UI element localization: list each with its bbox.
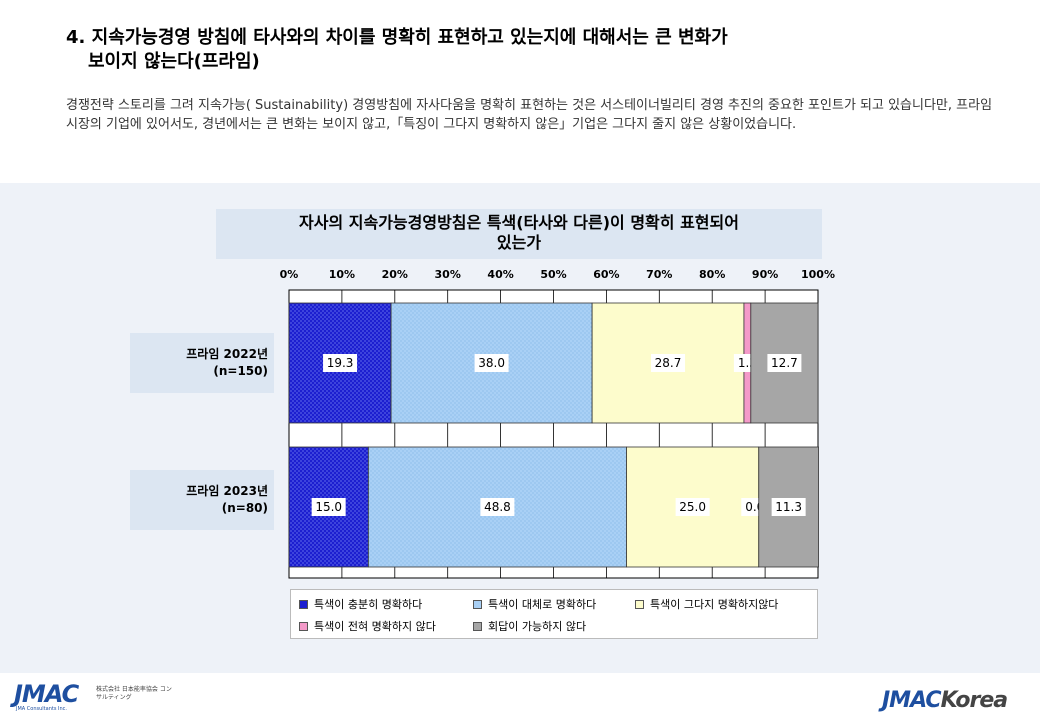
category-n: (n=150): [213, 364, 268, 378]
legend-label: 특색이 그다지 명확하지않다: [650, 598, 779, 611]
data-label: 28.7: [655, 356, 682, 370]
heading-line-1: 4. 지속가능경영 방침에 타사와의 차이를 명확히 표현하고 있는지에 대해서…: [66, 27, 728, 48]
x-tick-label: 30%: [435, 268, 461, 281]
legend-label: 회답이 가능하지 않다: [488, 620, 587, 633]
x-tick-label: 90%: [752, 268, 778, 281]
x-tick-label: 40%: [487, 268, 513, 281]
intro-paragraph: 경쟁전략 스토리를 그려 지속가능( Sustainability) 경영방침에…: [66, 98, 993, 132]
category-name: 프라임 2023년: [186, 484, 268, 498]
data-label: 38.0: [478, 356, 505, 370]
jmac-korea-logo-main: JMAC: [882, 688, 942, 713]
chart-legend: 특색이 충분히 명확하다 특색이 대체로 명확하다 특색이 그다지 명확하지않다…: [290, 589, 818, 639]
legend-item: 특색이 전혀 명확하지 않다: [299, 618, 436, 634]
x-tick-label: 0%: [280, 268, 299, 281]
heading-line-2: 보이지 않는다(프라임): [88, 51, 260, 72]
x-tick-label: 10%: [329, 268, 355, 281]
x-tick-label: 80%: [699, 268, 725, 281]
data-label-bg: [651, 354, 686, 372]
data-label: 11.3: [775, 500, 802, 514]
jmac-korea-logo-accent: Korea: [940, 688, 1009, 713]
legend-label: 특색이 대체로 명확하다: [488, 598, 597, 611]
legend-swatch: [635, 599, 644, 609]
legend-swatch: [473, 621, 482, 631]
jmac-korea-logo: JMACKorea: [882, 688, 1009, 713]
data-label-bg: [767, 354, 802, 372]
data-label-bg: [771, 498, 806, 516]
category-label-2023: 프라임 2023년 (n=80): [130, 470, 274, 530]
category-label-2022: 프라임 2022년 (n=150): [130, 333, 274, 393]
data-label-bg: [474, 354, 509, 372]
jmac-logo-mark: JMAC: [14, 680, 79, 708]
data-label: 12.7: [771, 356, 798, 370]
data-label: 19.3: [327, 356, 354, 370]
x-tick-label: 50%: [540, 268, 566, 281]
data-label: 48.8: [484, 500, 511, 514]
jmac-logo-subtitle: JMA Consultants Inc.: [16, 706, 68, 712]
data-label-bg: [480, 498, 515, 516]
jmac-logo-japanese: 株式会社 日本能率協会 コンサルティング: [96, 686, 172, 701]
legend-label: 특색이 충분히 명확하다: [314, 598, 423, 611]
data-label-bg: [323, 354, 358, 372]
x-tick-label: 20%: [382, 268, 408, 281]
legend-swatch: [299, 599, 308, 609]
x-tick-label: 100%: [801, 268, 835, 281]
chart-title-line-1: 자사의 지속가능경영방침은 특색(타사와 다른)이 명확히 표현되어: [299, 213, 739, 232]
category-n: (n=80): [221, 501, 268, 515]
jmac-logo: JMAC JMA Consultants Inc. 株式会社 日本能率協会 コン…: [14, 680, 172, 712]
legend-item: 회답이 가능하지 않다: [473, 618, 586, 634]
chart-title: 자사의 지속가능경영방침은 특색(타사와 다른)이 명확히 표현되어 있는가: [216, 209, 822, 259]
data-label-bg: [675, 498, 710, 516]
chart-title-line-2: 있는가: [496, 233, 542, 252]
category-name: 프라임 2022년: [186, 347, 268, 361]
legend-item: 특색이 충분히 명확하다: [299, 596, 422, 612]
legend-label: 특색이 전혀 명확하지 않다: [314, 620, 436, 633]
x-tick-label: 60%: [593, 268, 619, 281]
data-label: 25.0: [679, 500, 706, 514]
x-tick-label: 70%: [646, 268, 672, 281]
page-heading: 4. 지속가능경영 방침에 타사와의 차이를 명확히 표현하고 있는지에 대해서…: [66, 26, 966, 74]
legend-swatch: [473, 599, 482, 609]
legend-item: 특색이 대체로 명확하다: [473, 596, 596, 612]
legend-item: 특색이 그다지 명확하지않다: [635, 596, 778, 612]
legend-swatch: [299, 621, 308, 631]
data-label: 15.0: [315, 500, 342, 514]
data-label-bg: [311, 498, 346, 516]
